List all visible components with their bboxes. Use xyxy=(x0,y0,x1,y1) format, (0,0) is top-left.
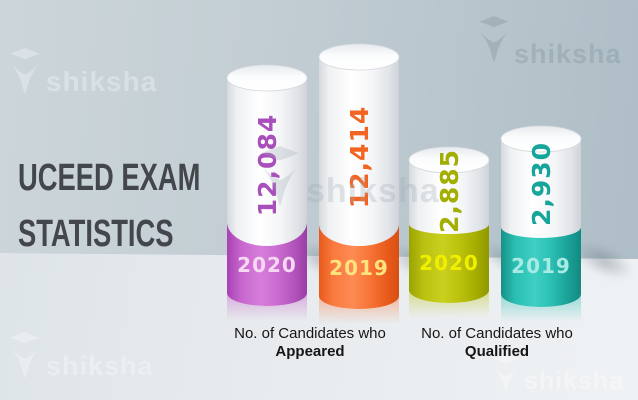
cylinder-top-face xyxy=(500,125,582,153)
shiksha-wordmark: shiksha xyxy=(46,66,158,97)
shiksha-logo-icon xyxy=(479,16,509,63)
shiksha-logo-icon xyxy=(10,48,40,95)
year-label: 2020 xyxy=(237,253,297,277)
value-label: 2,885 xyxy=(435,149,464,233)
year-label: 2020 xyxy=(419,251,479,275)
cylinder-colored-section xyxy=(319,224,399,309)
value-label: 2,930 xyxy=(527,142,556,226)
cylinder-colored-section xyxy=(227,222,307,306)
value-label: 12,084 xyxy=(253,114,282,216)
caption-qualified-line1: No. of Candidates who xyxy=(421,325,573,342)
page-title-line1: UCEED EXAM xyxy=(18,157,201,199)
cylinder-appeared-2019: 12,414 2019 xyxy=(318,43,400,324)
cylinder-reflection xyxy=(319,296,399,324)
cylinder-reflection xyxy=(227,293,307,321)
cylinder-reflection xyxy=(501,294,581,322)
cylinder-top-face xyxy=(318,43,400,71)
year-label: 2019 xyxy=(511,254,571,278)
cylinder-colored-section xyxy=(409,224,489,303)
cylinder-qualified-2019: 2,930 2019 xyxy=(500,125,582,322)
year-label: 2019 xyxy=(329,256,389,280)
page-title-line2: STATISTICS xyxy=(18,213,174,255)
page-title: UCEED EXAM STATISTICS xyxy=(18,150,200,262)
shiksha-wordmark: shiksha xyxy=(514,39,622,69)
caption-appeared: No. of Candidates who Appeared xyxy=(222,325,398,361)
value-label: 12,414 xyxy=(345,106,374,208)
caption-qualified-line2: Qualified xyxy=(464,343,530,360)
watermark-top-left: shiksha xyxy=(8,48,157,96)
cylinder-top-face xyxy=(226,64,308,92)
watermark-top-right: shiksha xyxy=(478,12,622,68)
cylinder-qualified-2020: 2,885 2020 xyxy=(408,146,490,318)
cylinder-body xyxy=(319,44,399,309)
cylinder-colored-section xyxy=(501,227,581,307)
caption-appeared-line2: Appeared xyxy=(275,343,345,360)
cylinder-appeared-2020: 12,084 2020 xyxy=(226,64,308,321)
caption-appeared-line1: No. of Candidates who xyxy=(234,325,386,342)
cylinder-reflection xyxy=(409,290,489,318)
caption-qualified: No. of Candidates who Qualified xyxy=(408,325,586,361)
cylinder-top-face xyxy=(408,146,490,174)
